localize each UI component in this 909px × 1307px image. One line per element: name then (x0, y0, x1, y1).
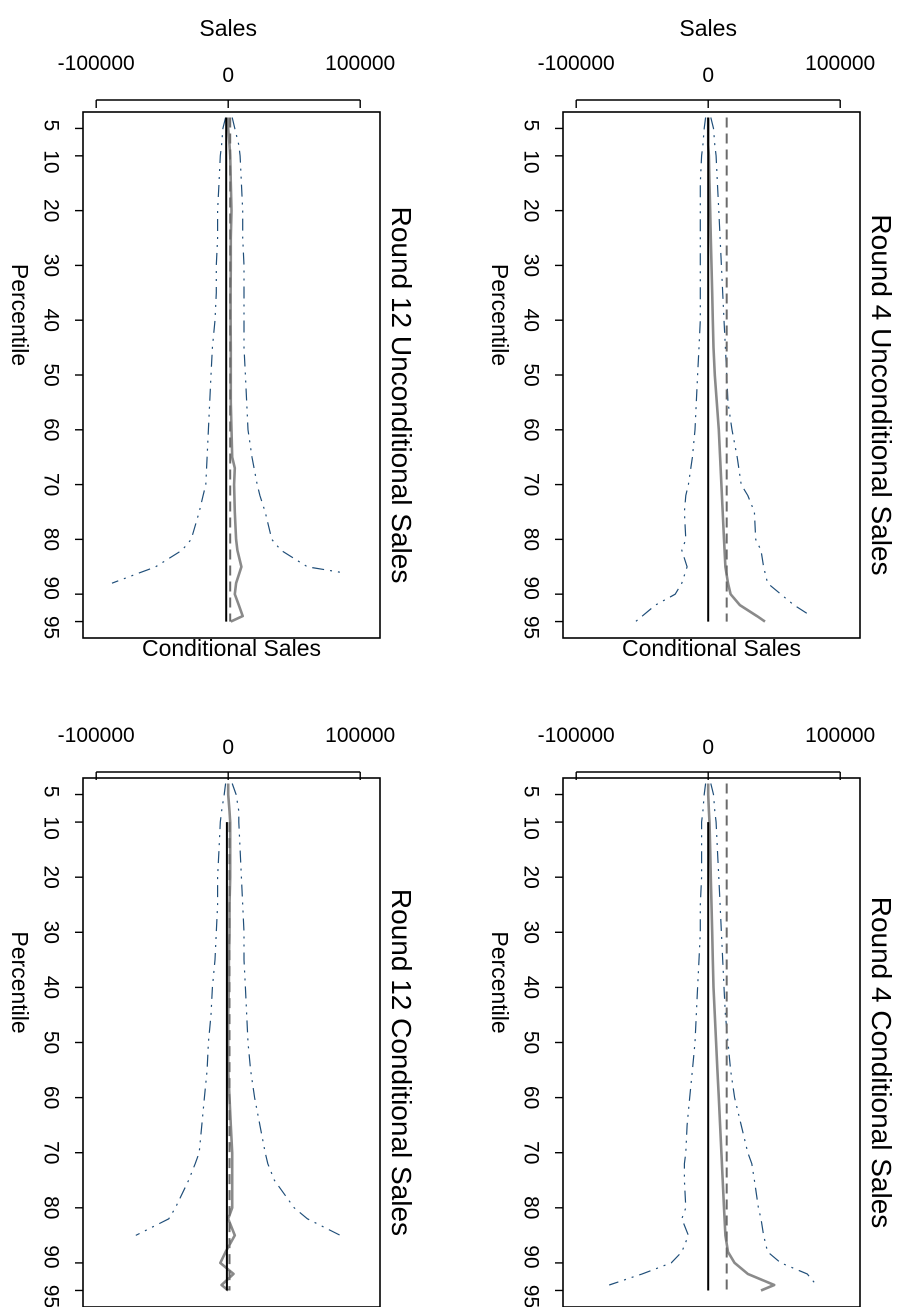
percentile-tick-label: 30 (519, 254, 542, 277)
chart-panel-3: -100000 0 100000 5 10 20 30 40 50 60 70 80 90 95 Perce… (7, 724, 417, 1307)
percentile-tick-label: 80 (39, 1196, 62, 1219)
percentile-tick-label: 70 (39, 1141, 62, 1164)
percentile-tick-label: 50 (39, 1031, 62, 1054)
percentile-axis-title: Percentile (7, 264, 33, 366)
sales-tick-label: 100000 (325, 52, 395, 75)
sales-tick-label: 100000 (805, 52, 875, 75)
series-ci-lower (609, 783, 707, 1286)
percentile-tick-label: 5 (519, 786, 542, 798)
series-estimate (219, 783, 237, 1292)
percentile-tick-label: 50 (519, 363, 542, 386)
percentile-tick-label: 10 (519, 816, 542, 839)
series-ci-upper (231, 117, 341, 573)
percentile-tick-label: 70 (39, 473, 62, 496)
series-estimate (706, 117, 766, 623)
sales-tick-label: -100000 (538, 52, 615, 75)
percentile-tick-label: 60 (39, 418, 62, 441)
sales-tick-label: -100000 (58, 724, 135, 747)
percentile-tick-label: 40 (39, 309, 62, 332)
series-estimate (706, 783, 776, 1292)
sales-tick-label: 0 (702, 736, 714, 759)
percentile-axis-title: Percentile (487, 264, 513, 366)
percentile-tick-label: 90 (39, 576, 62, 599)
percentile-tick-label: 95 (519, 616, 542, 639)
percentile-tick-label: 90 (519, 576, 542, 599)
series-ci-lower (135, 783, 227, 1236)
percentile-tick-label: 80 (519, 528, 542, 551)
panel-title: Round 4 Conditional Sales (866, 897, 897, 1229)
sales-tick-label: 0 (702, 64, 714, 87)
percentile-tick-label: 20 (39, 199, 62, 222)
panel-title: Round 4 Unconditional Sales (866, 214, 897, 575)
percentile-tick-label: 90 (519, 1245, 542, 1268)
percentile-tick-label: 5 (39, 120, 62, 132)
percentile-tick-label: 10 (39, 150, 62, 173)
percentile-tick-label: 20 (519, 866, 542, 889)
percentile-tick-label: 50 (519, 1031, 542, 1054)
series-estimate (226, 117, 244, 623)
sales-tick-label: -100000 (58, 52, 135, 75)
sales-axis-title: Sales (199, 15, 257, 41)
percentile-tick-label: 80 (519, 1196, 542, 1219)
plot-frame (562, 111, 861, 639)
percentile-tick-label: 95 (519, 1285, 542, 1307)
sales-tick-label: 100000 (805, 724, 875, 747)
percentile-tick-label: 20 (519, 199, 542, 222)
sales-tick-label: 100000 (325, 724, 395, 747)
percentile-tick-label: 10 (519, 150, 542, 173)
percentile-tick-label: 70 (519, 473, 542, 496)
percentile-tick-label: 40 (519, 309, 542, 332)
percentile-tick-label: 40 (39, 976, 62, 999)
percentile-tick-label: 30 (519, 921, 542, 944)
percentile-tick-label: 50 (39, 363, 62, 386)
percentile-tick-label: 60 (39, 1086, 62, 1109)
sales-tick-label: 0 (222, 64, 234, 87)
percentile-tick-label: 20 (39, 866, 62, 889)
panel-title: Round 12 Unconditional Sales (386, 207, 417, 584)
percentile-tick-label: 90 (39, 1245, 62, 1268)
percentile-tick-label: 5 (39, 786, 62, 798)
percentile-tick-label: 10 (39, 816, 62, 839)
percentile-tick-label: 95 (39, 616, 62, 639)
series-ci-lower (635, 117, 707, 623)
sales-axis-title: Sales (679, 15, 737, 41)
percentile-tick-label: 5 (519, 120, 542, 132)
chart-panel-2: -100000 0 100000 Sales 5 10 20 30 40 50 60 70 80 90 95… (487, 15, 897, 661)
sales-tick-label: 0 (222, 736, 234, 759)
percentile-tick-label: 95 (39, 1285, 62, 1307)
percentile-tick-label: 70 (519, 1141, 542, 1164)
chart-panel-1: -100000 0 100000 Sales 5 10 20 30 40 50 60 70 80 90 95… (7, 15, 417, 661)
series-ci-upper (710, 783, 817, 1286)
bottom-legend-label: Conditional Sales (142, 635, 321, 661)
bottom-legend-label: Conditional Sales (622, 635, 801, 661)
percentile-tick-label: 30 (39, 254, 62, 277)
percentile-tick-label: 40 (519, 976, 542, 999)
percentile-axis-title: Percentile (7, 931, 33, 1033)
sales-tick-label: -100000 (538, 724, 615, 747)
percentile-axis-title: Percentile (487, 931, 513, 1033)
percentile-tick-label: 30 (39, 921, 62, 944)
series-ci-upper (231, 783, 341, 1236)
series-ci-lower (111, 117, 227, 584)
chart-panel-4: -100000 0 100000 5 10 20 30 40 50 60 70 80 90 95 Perce… (487, 724, 897, 1307)
percentile-tick-label: 60 (519, 418, 542, 441)
panel-title: Round 12 Conditional Sales (386, 889, 417, 1236)
percentile-tick-label: 60 (519, 1086, 542, 1109)
percentile-tick-label: 80 (39, 528, 62, 551)
